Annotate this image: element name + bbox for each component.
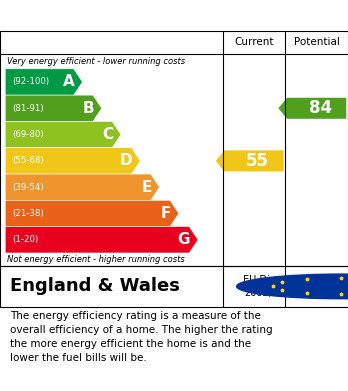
Polygon shape [5,174,159,200]
Text: (21-38): (21-38) [12,209,44,218]
Text: England & Wales: England & Wales [10,277,180,296]
Text: (39-54): (39-54) [12,183,44,192]
Text: C: C [102,127,113,142]
Text: (81-91): (81-91) [12,104,44,113]
Polygon shape [5,69,82,95]
Polygon shape [5,200,179,227]
Polygon shape [5,227,198,253]
Text: Not energy efficient - higher running costs: Not energy efficient - higher running co… [7,255,185,264]
Text: D: D [120,153,132,169]
Text: (55-68): (55-68) [12,156,44,165]
Text: G: G [177,232,190,248]
Polygon shape [278,98,346,119]
Text: (1-20): (1-20) [12,235,38,244]
Text: (92-100): (92-100) [12,77,49,86]
Text: Very energy efficient - lower running costs: Very energy efficient - lower running co… [7,57,185,66]
Text: Energy Efficiency Rating: Energy Efficiency Rating [10,8,232,23]
Text: F: F [160,206,171,221]
Text: (69-80): (69-80) [12,130,44,139]
Text: EU Directive
2002/91/EC: EU Directive 2002/91/EC [243,275,303,298]
Circle shape [237,274,348,299]
Polygon shape [5,122,121,148]
Text: A: A [63,74,74,90]
Text: 84: 84 [309,99,332,117]
Polygon shape [5,95,102,122]
Text: The energy efficiency rating is a measure of the
overall efficiency of a home. T: The energy efficiency rating is a measur… [10,311,273,363]
Polygon shape [5,148,140,174]
Text: Potential: Potential [294,38,340,47]
Text: Current: Current [234,38,274,47]
Text: E: E [141,180,152,195]
Text: 55: 55 [246,152,269,170]
Polygon shape [216,151,284,171]
Text: B: B [82,101,94,116]
